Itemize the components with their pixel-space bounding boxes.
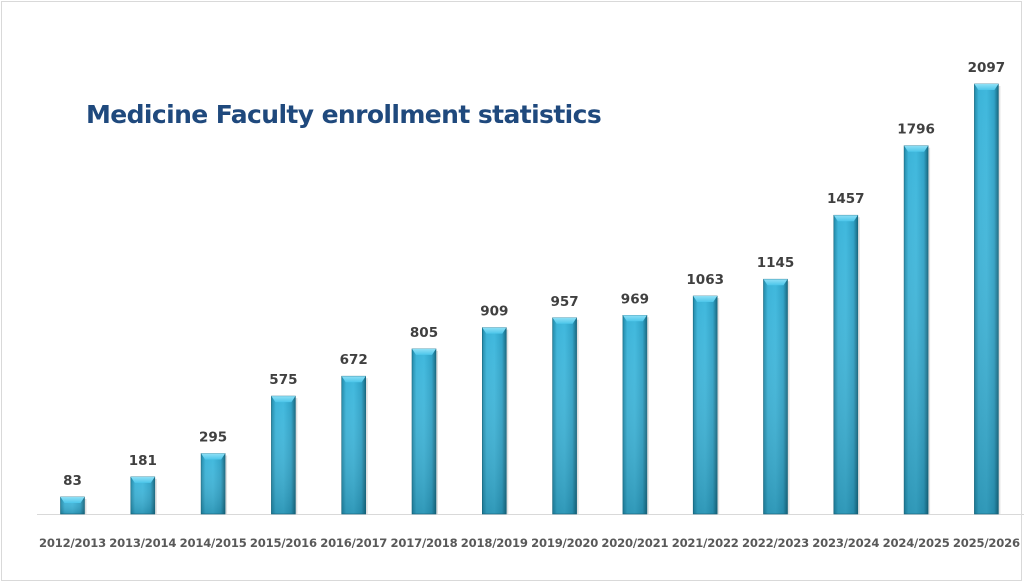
x-tick-label: 2022/2023 — [742, 536, 809, 550]
bar-bevel-cap — [412, 348, 436, 355]
bar-shade — [833, 215, 858, 514]
category-labels-layer: 2012/2013 2013/2014 2014/2015 2015/2016 2016… — [39, 536, 1020, 550]
bar-shade — [693, 296, 718, 514]
bar-2016-2017 — [341, 375, 368, 515]
bar-bevel-cap — [271, 396, 296, 403]
data-label: 575 — [269, 372, 297, 388]
data-label: 909 — [480, 304, 508, 320]
data-label: 295 — [199, 430, 227, 446]
bar-shade — [763, 279, 788, 514]
bar-2017-2018 — [411, 348, 438, 515]
bar-bevel-cap — [482, 327, 507, 334]
data-label: 1063 — [686, 272, 724, 288]
value-labels-layer: 83 181 295 575 672 805 909 957 969 1063 1145 1457 17… — [63, 60, 1005, 489]
bar-shade — [974, 84, 999, 514]
chart-title: Medicine Faculty enrollment statistics — [86, 100, 602, 129]
bar-bevel-cap — [60, 496, 85, 503]
bar-2025-2026 — [974, 83, 1001, 515]
bar-shade — [482, 327, 507, 514]
bar-bevel-cap — [763, 279, 788, 286]
bar-bevel-cap — [622, 315, 647, 322]
bar-shade — [201, 453, 226, 514]
bar-shade — [904, 145, 929, 515]
bar-2018-2019 — [481, 327, 509, 515]
data-label: 805 — [410, 325, 438, 341]
bar-bevel-cap — [130, 476, 155, 483]
x-tick-label: 2025/2026 — [953, 536, 1020, 550]
data-label: 2097 — [968, 60, 1006, 76]
data-label: 672 — [340, 352, 368, 368]
bar-bevel-cap — [693, 296, 718, 303]
data-label: 1796 — [897, 122, 935, 138]
x-tick-label: 2012/2013 — [39, 536, 106, 550]
bar-bevel-cap — [833, 215, 858, 222]
data-label: 1457 — [827, 191, 865, 207]
x-tick-label: 2016/2017 — [320, 536, 387, 550]
x-tick-label: 2013/2014 — [109, 536, 176, 550]
x-tick-label: 2019/2020 — [531, 536, 598, 550]
x-tick-label: 2024/2025 — [883, 536, 950, 550]
bar-2012-2013 — [60, 496, 87, 515]
data-label: 181 — [129, 453, 157, 469]
x-tick-label: 2015/2016 — [250, 536, 317, 550]
bar-2021-2022 — [692, 295, 720, 515]
bar-shade — [552, 317, 577, 514]
x-tick-label: 2018/2019 — [461, 536, 528, 550]
bar-2022-2023 — [763, 278, 790, 515]
bar-2020-2021 — [622, 315, 649, 515]
x-tick-label: 2021/2022 — [672, 536, 739, 550]
data-label: 83 — [63, 473, 82, 489]
bar-2014-2015 — [200, 453, 228, 515]
bar-bevel-cap — [974, 84, 999, 90]
data-label: 1145 — [757, 255, 795, 271]
bar-bevel-cap — [201, 453, 226, 460]
bar-shade — [130, 476, 155, 514]
bars-layer — [60, 83, 1001, 515]
bar-bevel-cap — [341, 376, 366, 383]
bar-2024-2025 — [903, 145, 931, 515]
data-label: 969 — [621, 291, 649, 307]
bar-2019-2020 — [552, 317, 579, 515]
bar-bevel-cap — [904, 145, 929, 152]
bar-bevel-cap — [552, 317, 577, 324]
data-label: 957 — [551, 294, 579, 310]
x-tick-label: 2023/2024 — [812, 536, 879, 550]
bar-shade — [622, 315, 647, 514]
x-tick-label: 2017/2018 — [391, 536, 458, 550]
x-tick-label: 2014/2015 — [180, 536, 247, 550]
bar-shade — [412, 348, 436, 514]
bar-shade — [341, 376, 366, 514]
bar-2015-2016 — [271, 395, 298, 515]
x-tick-label: 2020/2021 — [601, 536, 668, 550]
bar-2023-2024 — [833, 214, 860, 515]
bar-shade — [271, 396, 296, 514]
bar-2013-2014 — [130, 476, 157, 515]
